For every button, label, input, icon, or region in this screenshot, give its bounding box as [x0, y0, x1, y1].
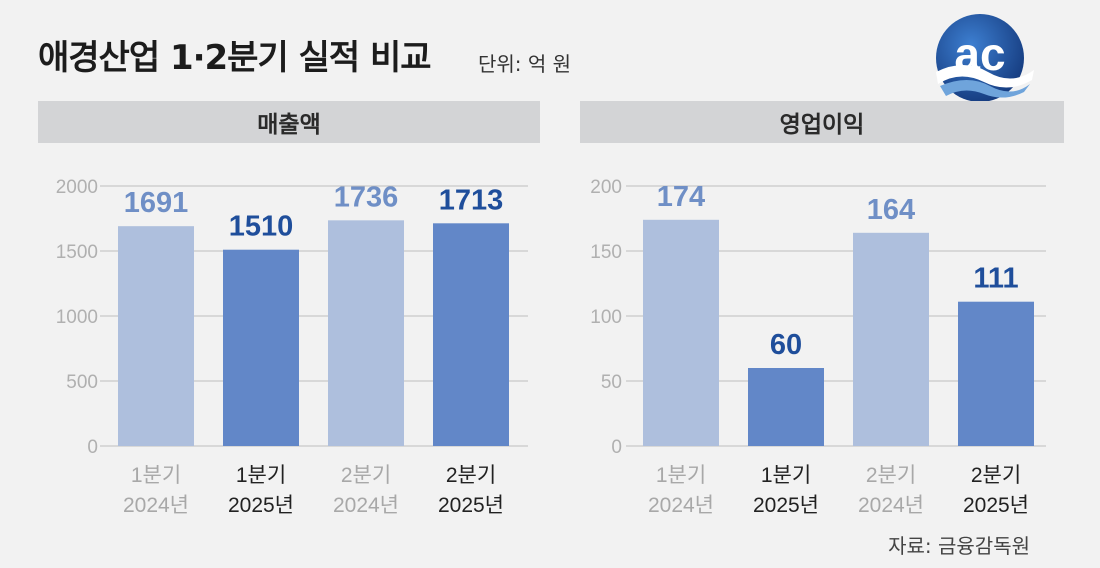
bar: [223, 249, 299, 446]
x-tick-label: 2024년: [648, 494, 714, 517]
bar: [643, 219, 719, 446]
x-tick-label: 2025년: [438, 494, 504, 517]
x-tick-label: 2024년: [858, 494, 924, 517]
logo-text: ac: [954, 28, 1005, 80]
x-tick-label: 2분기: [866, 464, 916, 487]
y-tick-label: 500: [66, 372, 98, 393]
bar: [958, 301, 1034, 446]
x-tick-label: 2025년: [963, 494, 1029, 517]
x-tick-label: 2분기: [446, 464, 496, 487]
x-tick-label: 1분기: [131, 464, 181, 487]
x-tick-label: 2024년: [123, 494, 189, 517]
x-tick-label: 2분기: [971, 464, 1021, 487]
data-label: 1713: [439, 184, 504, 216]
data-label: 1736: [334, 181, 399, 213]
bar: [853, 232, 929, 446]
unit-label: 단위: 억 원: [478, 52, 572, 76]
bar: [433, 223, 509, 446]
x-tick-label: 2025년: [753, 494, 819, 517]
operating-profit-chart: 0 50 100 150 200 174 1분기 2024년 60 1분기 2025년 164 2분기 2…: [590, 177, 1046, 517]
x-tick-label: 1분기: [761, 464, 811, 487]
y-tick-label: 200: [590, 177, 622, 198]
y-tick-label: 0: [611, 437, 622, 458]
data-label: 1510: [229, 211, 294, 243]
data-label: 60: [770, 329, 802, 361]
data-label: 1691: [124, 187, 189, 219]
y-tick-label: 1500: [56, 242, 98, 263]
revenue-chart: 0 500 1000 1500 2000 1691 1분기 2024년 1510 1분기 2025년…: [56, 177, 528, 517]
y-tick-label: 100: [590, 307, 622, 328]
y-tick-label: 0: [87, 437, 98, 458]
y-tick-label: 2000: [56, 177, 98, 198]
bar: [328, 220, 404, 446]
data-label: 174: [657, 181, 705, 213]
y-tick-label: 150: [590, 242, 622, 263]
source-note: 자료: 금융감독원: [888, 534, 1030, 558]
bar: [748, 368, 824, 446]
x-tick-label: 1분기: [656, 464, 706, 487]
y-tick-label: 50: [601, 372, 622, 393]
x-tick-label: 2025년: [228, 494, 294, 517]
data-label: 111: [973, 263, 1018, 295]
revenue-panel-title: 매출액: [38, 101, 540, 143]
x-tick-label: 2024년: [333, 494, 399, 517]
bar: [118, 226, 194, 446]
data-label: 164: [867, 194, 915, 226]
y-tick-label: 1000: [56, 307, 98, 328]
x-tick-label: 2분기: [341, 464, 391, 487]
operating-profit-panel-title: 영업이익: [580, 101, 1064, 143]
ac-logo: ac: [936, 14, 1034, 102]
x-tick-label: 1분기: [236, 464, 286, 487]
page-title: 애경산업 1·2분기 실적 비교: [38, 38, 432, 78]
